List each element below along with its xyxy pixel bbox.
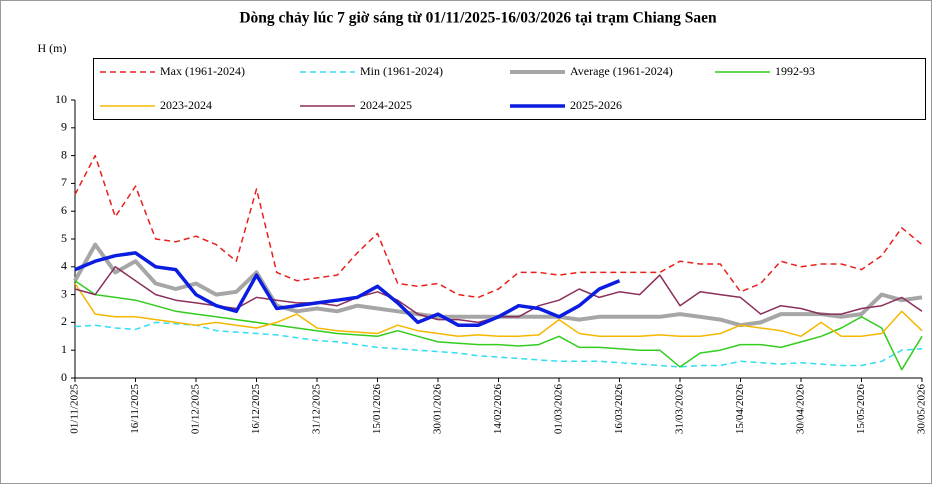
y-tick-label: 2	[61, 314, 67, 328]
legend-label: Min (1961-2024)	[360, 64, 443, 78]
legend-label: Max (1961-2024)	[160, 64, 245, 78]
x-tick-label: 15/01/2026	[371, 384, 383, 435]
legend-label: 2024-2025	[360, 98, 412, 112]
series-line	[74, 251, 621, 327]
legend-label: 2023-2024	[160, 98, 212, 112]
legend-label: 1992-93	[775, 64, 815, 78]
x-tick-label: 30/01/2026	[432, 384, 444, 435]
y-tick-label: 6	[61, 203, 67, 217]
legend-label: Average (1961-2024)	[570, 64, 673, 78]
y-tick-label: 0	[61, 370, 67, 384]
x-tick-label: 31/12/2025	[311, 384, 323, 435]
series-line	[74, 280, 923, 371]
y-tick-label: 5	[61, 231, 67, 245]
legend-box	[93, 58, 926, 120]
y-tick-label: 10	[55, 92, 67, 106]
x-tick-label: 31/03/2026	[674, 384, 686, 435]
x-tick-label: 16/03/2026	[613, 384, 625, 435]
x-tick-label: 01/12/2025	[190, 384, 202, 435]
chart-title: Dòng chảy lúc 7 giờ sáng từ 01/11/2025-1…	[239, 10, 717, 27]
y-tick-label: 1	[61, 342, 67, 356]
legend-label: 2025-2026	[570, 98, 622, 112]
x-tick-label: 01/11/2025	[69, 384, 81, 434]
x-tick-label: 16/12/2025	[250, 384, 262, 435]
series-line	[74, 321, 923, 368]
y-axis-label: H (m)	[38, 41, 67, 55]
x-tick-label: 30/04/2026	[795, 384, 807, 435]
series-line	[74, 283, 923, 338]
x-tick-label: 16/11/2025	[129, 384, 141, 434]
y-tick-label: 4	[61, 259, 67, 273]
y-tick-label: 3	[61, 286, 67, 300]
y-tick-label: 8	[61, 147, 67, 161]
x-tick-label: 15/05/2026	[855, 384, 867, 435]
y-tick-label: 9	[61, 120, 67, 134]
x-tick-label: 01/03/2026	[553, 384, 565, 435]
x-tick-label: 30/05/2026	[916, 384, 928, 435]
series-line	[74, 154, 923, 299]
x-tick-label: 15/04/2026	[734, 384, 746, 435]
y-tick-label: 7	[61, 175, 67, 189]
x-tick-label: 14/02/2026	[492, 384, 504, 435]
